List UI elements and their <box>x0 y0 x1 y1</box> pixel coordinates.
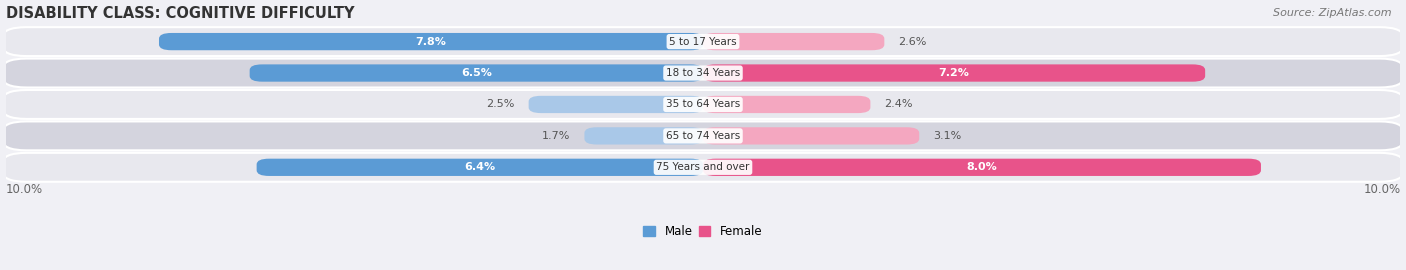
Text: 75 Years and over: 75 Years and over <box>657 162 749 172</box>
Text: 65 to 74 Years: 65 to 74 Years <box>666 131 740 141</box>
Text: 18 to 34 Years: 18 to 34 Years <box>666 68 740 78</box>
FancyBboxPatch shape <box>703 127 920 144</box>
Text: 6.5%: 6.5% <box>461 68 492 78</box>
Text: 2.4%: 2.4% <box>884 99 912 109</box>
Legend: Male, Female: Male, Female <box>638 221 768 243</box>
FancyBboxPatch shape <box>1 153 1405 182</box>
Text: 2.6%: 2.6% <box>898 37 927 47</box>
Text: 5 to 17 Years: 5 to 17 Years <box>669 37 737 47</box>
Text: 8.0%: 8.0% <box>966 162 997 172</box>
Text: 35 to 64 Years: 35 to 64 Years <box>666 99 740 109</box>
FancyBboxPatch shape <box>257 159 703 176</box>
FancyBboxPatch shape <box>585 127 703 144</box>
Text: 3.1%: 3.1% <box>934 131 962 141</box>
FancyBboxPatch shape <box>529 96 703 113</box>
FancyBboxPatch shape <box>1 59 1405 87</box>
Text: 6.4%: 6.4% <box>464 162 495 172</box>
Text: 2.5%: 2.5% <box>486 99 515 109</box>
FancyBboxPatch shape <box>703 64 1205 82</box>
FancyBboxPatch shape <box>1 90 1405 119</box>
FancyBboxPatch shape <box>1 122 1405 150</box>
Text: 7.8%: 7.8% <box>416 37 447 47</box>
FancyBboxPatch shape <box>703 33 884 50</box>
Text: Source: ZipAtlas.com: Source: ZipAtlas.com <box>1274 8 1392 18</box>
Text: 1.7%: 1.7% <box>543 131 571 141</box>
Text: 10.0%: 10.0% <box>1364 183 1400 196</box>
FancyBboxPatch shape <box>1 27 1405 56</box>
FancyBboxPatch shape <box>703 96 870 113</box>
Text: DISABILITY CLASS: COGNITIVE DIFFICULTY: DISABILITY CLASS: COGNITIVE DIFFICULTY <box>6 6 354 21</box>
FancyBboxPatch shape <box>703 159 1261 176</box>
FancyBboxPatch shape <box>159 33 703 50</box>
Text: 7.2%: 7.2% <box>939 68 970 78</box>
FancyBboxPatch shape <box>250 64 703 82</box>
Text: 10.0%: 10.0% <box>6 183 42 196</box>
